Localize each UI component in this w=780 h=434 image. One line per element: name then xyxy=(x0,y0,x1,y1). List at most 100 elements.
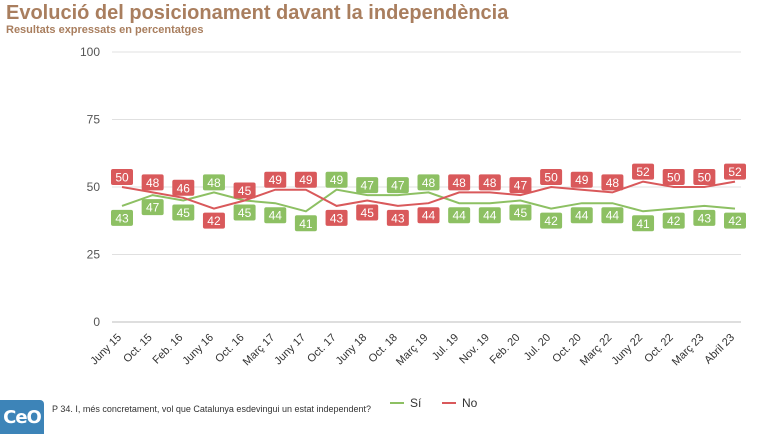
data-label-box xyxy=(662,212,685,229)
x-tick-label: Oct. 15 xyxy=(121,332,155,366)
data-label-box xyxy=(294,171,317,188)
data-label: 45 xyxy=(233,204,256,221)
x-tick-label: Juny 17 xyxy=(272,332,308,368)
data-label: 44 xyxy=(570,207,593,224)
data-label-box xyxy=(325,171,348,188)
y-tick-label: 100 xyxy=(80,45,100,59)
data-label-text: 47 xyxy=(514,179,528,193)
data-label-box xyxy=(141,174,164,191)
data-label-text: 43 xyxy=(330,211,344,225)
data-label: 48 xyxy=(202,174,225,191)
data-label: 52 xyxy=(724,163,746,180)
data-label-text: 47 xyxy=(391,179,405,193)
data-label-box xyxy=(632,215,655,232)
data-label-box xyxy=(417,174,440,191)
x-tick-label: Juny 16 xyxy=(180,332,216,368)
data-label: 49 xyxy=(570,171,593,188)
data-label-box xyxy=(417,207,440,224)
x-tick-label: Març 23 xyxy=(670,332,707,369)
data-label-box xyxy=(448,207,471,224)
data-label-box xyxy=(540,169,563,185)
data-label: 48 xyxy=(478,174,501,191)
data-label-text: 50 xyxy=(544,171,558,185)
data-label-box xyxy=(233,204,256,221)
data-label-box xyxy=(601,174,624,191)
data-label: 43 xyxy=(693,209,716,226)
data-label-text: 41 xyxy=(299,217,313,231)
data-label-box xyxy=(202,174,225,191)
data-label-box xyxy=(570,171,593,188)
y-tick-label: 75 xyxy=(87,113,101,127)
x-tick-label: Març 22 xyxy=(578,332,615,369)
data-label-text: 47 xyxy=(361,179,375,193)
data-label: 52 xyxy=(632,163,655,180)
data-label: 43 xyxy=(325,209,348,226)
data-label-text: 42 xyxy=(207,214,221,228)
data-label: 50 xyxy=(540,169,563,185)
x-tick-label: Juny 15 xyxy=(88,332,124,368)
data-label: 46 xyxy=(172,179,195,196)
data-label-text: 49 xyxy=(330,173,344,187)
data-label-box xyxy=(540,212,563,229)
data-label-text: 42 xyxy=(728,214,742,228)
x-tick-label: Març 17 xyxy=(241,332,278,369)
data-label-text: 44 xyxy=(269,209,283,223)
x-tick-label: Nov. 19 xyxy=(457,332,492,367)
question-footnote: P 34. I, més concretament, vol que Catal… xyxy=(52,404,372,414)
data-label-text: 42 xyxy=(544,214,558,228)
data-label-text: 45 xyxy=(361,206,375,220)
chart-subtitle: Resultats expressats en percentatges xyxy=(6,24,204,36)
data-label-text: 41 xyxy=(636,217,650,231)
data-label-box xyxy=(141,199,164,216)
ceo-logo: CeO xyxy=(0,400,44,434)
data-label-box xyxy=(356,177,379,194)
data-label-text: 50 xyxy=(667,171,681,185)
data-label: 42 xyxy=(662,212,685,229)
data-label-text: 50 xyxy=(698,171,712,185)
data-label-text: 45 xyxy=(514,206,528,220)
data-label-box xyxy=(693,169,716,185)
data-label: 43 xyxy=(111,209,133,226)
data-label-text: 48 xyxy=(606,176,620,190)
data-label-text: 48 xyxy=(422,176,436,190)
series-line xyxy=(121,188,736,213)
data-label: 42 xyxy=(724,212,746,229)
data-label-box xyxy=(111,169,133,185)
data-label: 41 xyxy=(632,215,655,232)
data-label-text: 46 xyxy=(177,181,191,195)
data-label-text: 43 xyxy=(698,211,712,225)
data-label: 44 xyxy=(448,207,471,224)
data-label: 48 xyxy=(601,174,624,191)
x-tick-label: Març 19 xyxy=(394,332,431,369)
x-tick-label: Jul. 20 xyxy=(522,332,553,363)
data-label: 50 xyxy=(693,169,716,185)
data-label: 48 xyxy=(141,174,164,191)
data-label-box xyxy=(202,212,225,229)
data-label-text: 48 xyxy=(452,176,466,190)
data-label-box xyxy=(264,207,287,224)
y-tick-label: 0 xyxy=(93,315,100,329)
data-label: 47 xyxy=(509,177,532,194)
data-label-text: 45 xyxy=(177,206,191,220)
data-label: 47 xyxy=(386,177,409,194)
data-label: 44 xyxy=(417,207,440,224)
data-label: 42 xyxy=(540,212,563,229)
data-label: 44 xyxy=(478,207,501,224)
data-label-box xyxy=(478,174,501,191)
data-label-text: 45 xyxy=(238,184,252,198)
data-label-text: 44 xyxy=(575,209,589,223)
data-label-box xyxy=(509,177,532,194)
data-label-box xyxy=(632,163,655,180)
data-label: 45 xyxy=(509,204,532,221)
data-label: 45 xyxy=(233,182,256,199)
data-label-text: 44 xyxy=(483,209,497,223)
data-label-box xyxy=(386,177,409,194)
data-label-text: 49 xyxy=(299,173,313,187)
data-label: 50 xyxy=(111,169,133,185)
data-label: 45 xyxy=(172,204,195,221)
series-line xyxy=(121,180,736,210)
data-label-text: 45 xyxy=(238,206,252,220)
data-label-box xyxy=(478,207,501,224)
legend-label: Sí xyxy=(410,396,422,410)
